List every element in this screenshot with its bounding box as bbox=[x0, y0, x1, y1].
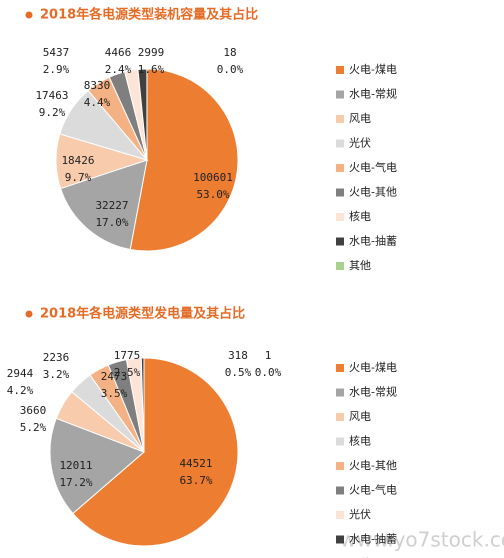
legend-swatch bbox=[336, 535, 344, 544]
legend-swatch bbox=[336, 139, 344, 148]
legend-swatch bbox=[336, 237, 344, 246]
share-label: 0.0% bbox=[217, 63, 244, 76]
share-label: 1.6% bbox=[138, 63, 165, 76]
legend-label: 水电-常规 bbox=[349, 87, 397, 101]
legend-label: 风电 bbox=[349, 410, 371, 423]
legend-label: 光伏 bbox=[349, 136, 371, 150]
pie-slice bbox=[59, 159, 148, 251]
legend-swatch bbox=[336, 213, 344, 221]
title-bullet bbox=[25, 11, 33, 19]
share-label: 17.0% bbox=[95, 216, 128, 229]
legend-swatch bbox=[336, 388, 344, 397]
share-label: 5.2% bbox=[20, 421, 47, 434]
legend-label: 风电 bbox=[349, 112, 371, 125]
pie-slice bbox=[49, 417, 145, 515]
pie-slice bbox=[72, 357, 239, 547]
legend-swatch bbox=[336, 90, 344, 99]
share-label: 3.5% bbox=[101, 387, 128, 400]
share-label: 0.5% bbox=[225, 366, 252, 379]
legend-label: 火电-气电 bbox=[349, 483, 397, 497]
legend-swatch bbox=[336, 364, 344, 372]
legend-swatch bbox=[336, 462, 344, 470]
value-label: 3660 bbox=[20, 404, 47, 417]
share-label: 2.5% bbox=[114, 366, 141, 379]
legend-swatch bbox=[336, 437, 344, 446]
value-label: 318 bbox=[228, 349, 248, 362]
value-label: 5437 bbox=[43, 46, 70, 59]
share-label: 9.2% bbox=[39, 106, 66, 119]
value-label: 12011 bbox=[59, 459, 92, 472]
value-label: 1 bbox=[265, 349, 272, 362]
legend-swatch bbox=[336, 115, 344, 123]
legend-swatch bbox=[336, 262, 344, 270]
legend-label: 火电-煤电 bbox=[349, 63, 397, 76]
share-label: 3.2% bbox=[43, 368, 70, 381]
value-label: 4466 bbox=[105, 46, 132, 59]
share-label: 2.9% bbox=[43, 63, 70, 76]
legend-label: 水电-常规 bbox=[349, 385, 397, 399]
legend-label: 核电 bbox=[349, 434, 371, 448]
value-label: 100601 bbox=[193, 171, 233, 184]
legend-label: 其他 bbox=[349, 259, 371, 272]
value-label: 2999 bbox=[138, 46, 165, 59]
value-label: 8330 bbox=[84, 79, 111, 92]
legend-swatch bbox=[336, 164, 344, 172]
legend-swatch bbox=[336, 486, 344, 495]
share-label: 4.4% bbox=[84, 96, 111, 109]
legend-swatch bbox=[336, 413, 344, 421]
value-label: 1775 bbox=[114, 349, 141, 362]
share-label: 4.2% bbox=[7, 384, 34, 397]
value-label: 2944 bbox=[7, 367, 34, 380]
share-label: 53.0% bbox=[196, 188, 229, 201]
watermark: www.yo7stock.com bbox=[340, 528, 504, 552]
share-label: 63.7% bbox=[179, 474, 212, 487]
value-label: 18 bbox=[223, 46, 236, 59]
share-label: 2.4% bbox=[105, 63, 132, 76]
value-label: 32227 bbox=[95, 199, 128, 212]
legend-label: 火电-气电 bbox=[349, 160, 397, 174]
legend-swatch bbox=[336, 188, 344, 197]
legend-label: 火电-其他 bbox=[349, 186, 397, 199]
legend-label: 核电 bbox=[349, 209, 371, 223]
legend-label: 光伏 bbox=[349, 507, 371, 521]
legend-swatch bbox=[336, 66, 344, 74]
chart-title: 2018年各电源类型发电量及其占比 bbox=[40, 306, 245, 322]
value-label: 44521 bbox=[179, 457, 212, 470]
share-label: 9.7% bbox=[65, 171, 92, 184]
legend-label: 水电-抽蓄 bbox=[349, 532, 397, 546]
legend-label: 火电-煤电 bbox=[349, 361, 397, 374]
value-label: 2236 bbox=[43, 351, 70, 364]
legend-swatch bbox=[336, 511, 344, 519]
legend-label: 火电-其他 bbox=[349, 459, 397, 472]
share-label: 17.2% bbox=[59, 476, 92, 489]
value-label: 17463 bbox=[35, 89, 68, 102]
value-label: 18426 bbox=[61, 154, 94, 167]
chart-title: 2018年各电源类型装机容量及其占比 bbox=[40, 7, 258, 23]
title-bullet bbox=[25, 310, 33, 318]
legend-label: 水电-抽蓄 bbox=[349, 234, 397, 248]
share-label: 0.0% bbox=[255, 366, 282, 379]
value-label: 2473 bbox=[101, 370, 128, 383]
pie-slice bbox=[129, 68, 239, 252]
